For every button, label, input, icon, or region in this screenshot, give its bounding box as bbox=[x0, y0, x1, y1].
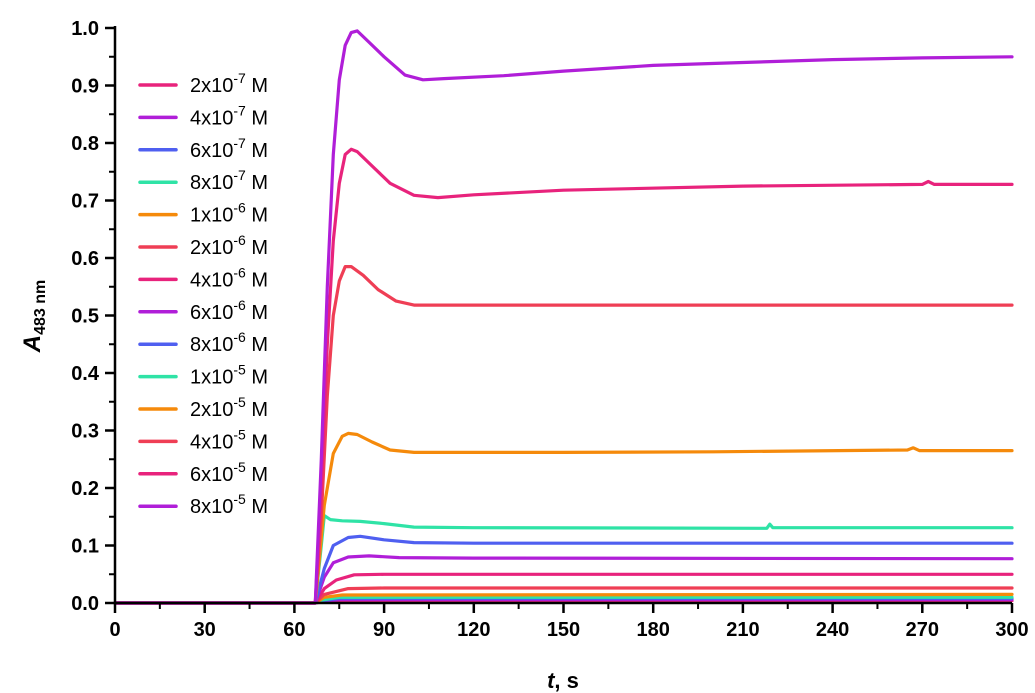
y-tick-label: 0.7 bbox=[71, 191, 99, 213]
x-tick-label: 60 bbox=[283, 619, 305, 641]
series-line-13 bbox=[113, 147, 1014, 605]
legend-item: 2x10-5 M bbox=[138, 394, 268, 421]
legend-item: 4x10-5 M bbox=[138, 426, 268, 453]
legend-label: 4x10-7 M bbox=[190, 102, 268, 129]
legend-item: 4x10-6 M bbox=[138, 264, 268, 291]
x-axis-title-rest: , s bbox=[554, 668, 578, 693]
y-tick-label: 0.1 bbox=[71, 536, 99, 558]
legend-label: 8x10-7 M bbox=[190, 167, 268, 194]
legend-label: 6x10-5 M bbox=[190, 459, 268, 486]
legend-label: 4x10-5 M bbox=[190, 426, 268, 453]
x-axis-title: t, s bbox=[547, 668, 579, 693]
legend-item: 8x10-5 M bbox=[138, 491, 268, 518]
x-axis-title-italic: t bbox=[547, 668, 556, 693]
legend-label: 1x10-6 M bbox=[190, 200, 268, 227]
legend-item: 6x10-6 M bbox=[138, 297, 268, 324]
legend-label: 6x10-7 M bbox=[190, 135, 268, 162]
legend-item: 1x10-6 M bbox=[138, 200, 268, 227]
x-tick-label: 210 bbox=[726, 619, 759, 641]
series-line-11 bbox=[113, 431, 1014, 605]
y-tick-label: 1.0 bbox=[71, 18, 99, 40]
tick-layer: 0 30 60 90 120 150 180 210 240 270 300 0.0 0.1 0.2 0.3… bbox=[71, 18, 1029, 641]
legend-label: 2x10-5 M bbox=[190, 394, 268, 421]
series-line-14 bbox=[113, 29, 1014, 605]
x-tick-label: 240 bbox=[816, 619, 849, 641]
legend-item: 1x10-5 M bbox=[138, 362, 268, 389]
legend-item: 6x10-5 M bbox=[138, 459, 268, 486]
x-tick-label: 270 bbox=[906, 619, 939, 641]
y-tick-label: 0.8 bbox=[71, 133, 99, 155]
y-axis-title: A483 nm bbox=[19, 280, 49, 353]
x-tick-label: 30 bbox=[194, 619, 216, 641]
y-tick-label: 0.0 bbox=[71, 593, 99, 615]
y-tick-label: 0.4 bbox=[71, 363, 100, 385]
legend-item: 2x10-7 M bbox=[138, 70, 268, 97]
legend-label: 2x10-6 M bbox=[190, 232, 268, 259]
series-line-9 bbox=[113, 534, 1014, 605]
y-axis-title-italic: A bbox=[19, 335, 46, 353]
y-tick-label: 0.3 bbox=[71, 421, 99, 443]
y-tick-label: 0.9 bbox=[71, 76, 99, 98]
legend: 2x10-7 M 4x10-7 M 6x10-7 M 8x10-7 M 1x10-6 M… bbox=[138, 70, 268, 518]
legend-item: 6x10-7 M bbox=[138, 135, 268, 162]
x-tick-label: 120 bbox=[457, 619, 490, 641]
x-tick-label: 150 bbox=[547, 619, 580, 641]
legend-item: 2x10-6 M bbox=[138, 232, 268, 259]
x-tick-label: 300 bbox=[995, 619, 1028, 641]
legend-label: 4x10-6 M bbox=[190, 264, 268, 291]
y-axis-title-subscript: 483 nm bbox=[32, 280, 49, 335]
legend-label: 6x10-6 M bbox=[190, 297, 268, 324]
legend-item: 8x10-6 M bbox=[138, 329, 268, 356]
x-tick-label: 90 bbox=[373, 619, 395, 641]
y-tick-label: 0.6 bbox=[71, 248, 99, 270]
x-tick-label: 0 bbox=[109, 619, 120, 641]
legend-label: 8x10-5 M bbox=[190, 491, 268, 518]
legend-label: 2x10-7 M bbox=[190, 70, 268, 97]
y-tick-label: 0.2 bbox=[71, 478, 99, 500]
legend-item: 4x10-7 M bbox=[138, 102, 268, 129]
legend-label: 8x10-6 M bbox=[190, 329, 268, 356]
legend-label: 1x10-5 M bbox=[190, 362, 268, 389]
x-tick-label: 180 bbox=[637, 619, 670, 641]
legend-item: 8x10-7 M bbox=[138, 167, 268, 194]
y-tick-label: 0.5 bbox=[71, 306, 99, 328]
